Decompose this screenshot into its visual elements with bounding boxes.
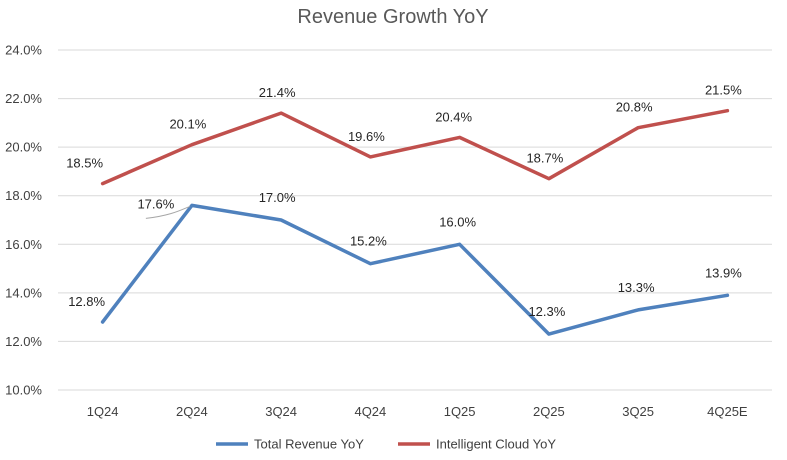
legend: Total Revenue YoY Intelligent Cloud YoY [216, 437, 556, 452]
data-label: 19.6% [348, 129, 385, 144]
x-tick-label: 3Q24 [265, 404, 297, 419]
data-label: 15.2% [350, 234, 387, 249]
y-tick-label: 22.0% [5, 91, 42, 106]
chart-title: Revenue Growth YoY [297, 6, 488, 28]
series-line-1 [100, 108, 730, 186]
legend-label: Intelligent Cloud YoY [436, 437, 556, 452]
y-tick-label: 18.0% [5, 188, 42, 203]
data-label: 17.6% [137, 196, 174, 211]
y-tick-label: 20.0% [5, 140, 42, 155]
y-tick-label: 14.0% [5, 285, 42, 300]
y-axis-ticks: 10.0% 12.0% 14.0% 16.0% 18.0% 20.0% 22.0% 24.0% [5, 43, 42, 398]
data-label: 13.9% [705, 265, 742, 280]
x-tick-label: 4Q25E [707, 404, 748, 419]
data-label: 16.0% [439, 214, 476, 229]
data-label: 21.5% [705, 83, 742, 98]
data-label: 21.4% [259, 85, 296, 100]
x-tick-label: 2Q24 [176, 404, 208, 419]
x-tick-label: 4Q24 [354, 404, 386, 419]
data-label: 18.7% [526, 151, 563, 166]
y-tick-label: 12.0% [5, 334, 42, 349]
series-lines [100, 108, 730, 336]
y-tick-label: 10.0% [5, 383, 42, 398]
legend-label: Total Revenue YoY [254, 437, 364, 452]
x-tick-label: 1Q25 [444, 404, 476, 419]
data-label: 20.4% [435, 109, 472, 124]
series-line-0 [100, 203, 730, 336]
x-tick-label: 2Q25 [533, 404, 565, 419]
x-tick-label: 1Q24 [87, 404, 119, 419]
data-label: 20.1% [169, 117, 206, 132]
data-label: 12.8% [68, 294, 105, 309]
y-tick-label: 24.0% [5, 43, 42, 58]
x-axis-ticks: 1Q24 2Q24 3Q24 4Q24 1Q25 2Q25 3Q25 4Q25E [87, 404, 748, 419]
x-tick-label: 3Q25 [622, 404, 654, 419]
data-label: 12.3% [528, 304, 565, 319]
data-label: 20.8% [616, 100, 653, 115]
data-label: 13.3% [618, 280, 655, 295]
data-label: 17.0% [259, 190, 296, 205]
y-tick-label: 16.0% [5, 237, 42, 252]
leader-line [145, 205, 191, 219]
data-label: 18.5% [66, 156, 103, 171]
data-labels: 12.8% 17.6% 17.0% 15.2% 16.0% 12.3% 13.3% 13.9%… [66, 83, 742, 319]
gridlines [58, 49, 772, 391]
